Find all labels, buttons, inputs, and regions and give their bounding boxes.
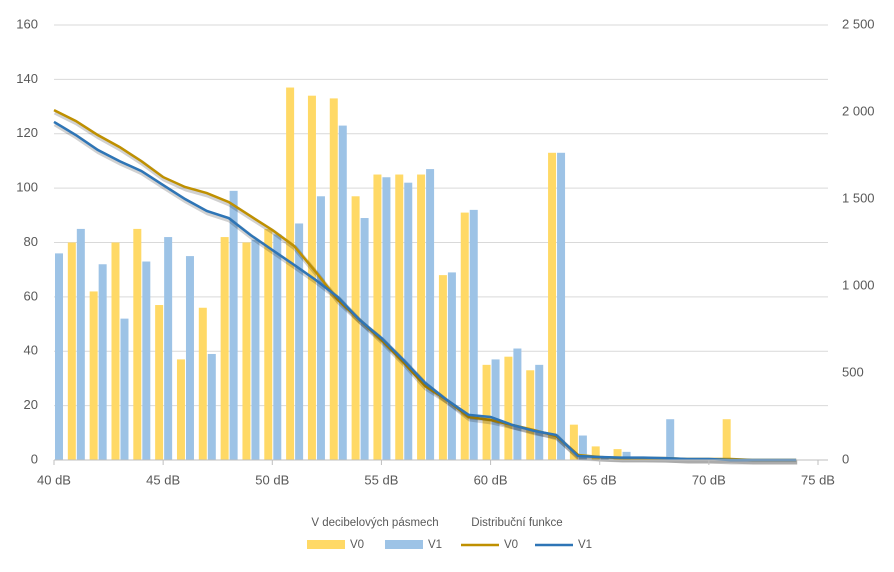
- bar: [351, 196, 360, 460]
- y-tick-label: 80: [24, 234, 38, 249]
- bar: [89, 291, 98, 460]
- bar: [46, 264, 54, 460]
- bar: [417, 174, 426, 460]
- y-tick-label: 60: [24, 288, 38, 303]
- bar: [111, 242, 120, 460]
- bar: [557, 152, 566, 460]
- x-tick-label: 50 dB: [255, 472, 289, 487]
- legend-swatch: [307, 540, 345, 549]
- bar: [513, 348, 522, 460]
- bar: [438, 275, 447, 460]
- y-tick-label: 160: [16, 16, 38, 31]
- bar: [722, 419, 731, 460]
- y-tick-label: 140: [16, 71, 38, 86]
- x-tick-label: 45 dB: [146, 472, 180, 487]
- bar: [360, 218, 369, 460]
- bar: [273, 234, 282, 460]
- bar: [482, 364, 491, 460]
- bar: [338, 125, 347, 460]
- bar: [220, 237, 229, 460]
- legend-group-title: Distribuční funkce: [471, 517, 562, 529]
- x-tick-label: 75 dB: [801, 472, 835, 487]
- legend-label: V1: [428, 539, 442, 551]
- bar: [229, 190, 238, 460]
- legend-swatch: [385, 540, 423, 549]
- bar: [447, 272, 456, 460]
- x-tick-label: 55 dB: [364, 472, 398, 487]
- bar: [504, 356, 513, 460]
- line: [53, 120, 797, 462]
- bar: [548, 152, 557, 460]
- bar: [67, 242, 76, 460]
- y2-tick-label: 2 000: [842, 103, 875, 118]
- legend-label: V0: [350, 539, 364, 551]
- legend-label: V1: [578, 539, 592, 551]
- bar: [666, 419, 675, 460]
- bar: [622, 451, 631, 460]
- bar: [469, 209, 478, 460]
- bar: [578, 435, 587, 460]
- x-tick-label: 65 dB: [583, 472, 617, 487]
- y2-tick-label: 2 500: [842, 16, 875, 31]
- y-tick-label: 20: [24, 397, 38, 412]
- x-tick-label: 70 dB: [692, 472, 726, 487]
- y-tick-label: 0: [31, 451, 38, 466]
- bar: [316, 196, 325, 460]
- bar: [120, 318, 129, 460]
- x-tick-label: 40 dB: [37, 472, 71, 487]
- legend-label: V0: [504, 539, 518, 551]
- bar: [373, 174, 382, 460]
- bar: [426, 169, 435, 460]
- bar: [460, 212, 469, 460]
- y-tick-label: 100: [16, 180, 38, 195]
- legend-group-title: V decibelových pásmech: [311, 517, 438, 529]
- bar: [591, 446, 600, 460]
- bar: [295, 223, 304, 460]
- bar: [600, 457, 609, 460]
- x-tick-label: 60 dB: [474, 472, 508, 487]
- bar: [491, 359, 500, 460]
- bar: [569, 424, 578, 460]
- bar: [382, 177, 391, 460]
- bar: [526, 370, 535, 460]
- bar: [164, 237, 173, 460]
- bar: [176, 359, 185, 460]
- bar: [251, 239, 260, 460]
- bar: [198, 307, 207, 460]
- bar: [142, 261, 151, 460]
- y2-tick-label: 1 000: [842, 277, 875, 292]
- bar: [98, 264, 107, 460]
- bar: [207, 353, 216, 460]
- bar: [133, 228, 142, 460]
- y2-tick-label: 1 500: [842, 190, 875, 205]
- bar: [185, 256, 194, 460]
- y-tick-label: 120: [16, 125, 38, 140]
- bar: [613, 449, 622, 460]
- bar: [404, 182, 413, 460]
- bar: [155, 305, 164, 460]
- y2-tick-label: 0: [842, 451, 849, 466]
- bar: [55, 253, 63, 460]
- y2-tick-label: 500: [842, 364, 864, 379]
- bar: [395, 174, 404, 460]
- bar: [242, 242, 251, 460]
- bar: [286, 87, 295, 460]
- bar: [329, 98, 338, 460]
- y-tick-label: 40: [24, 343, 38, 358]
- bar: [535, 364, 544, 460]
- bar: [264, 228, 273, 460]
- bar: [76, 228, 85, 460]
